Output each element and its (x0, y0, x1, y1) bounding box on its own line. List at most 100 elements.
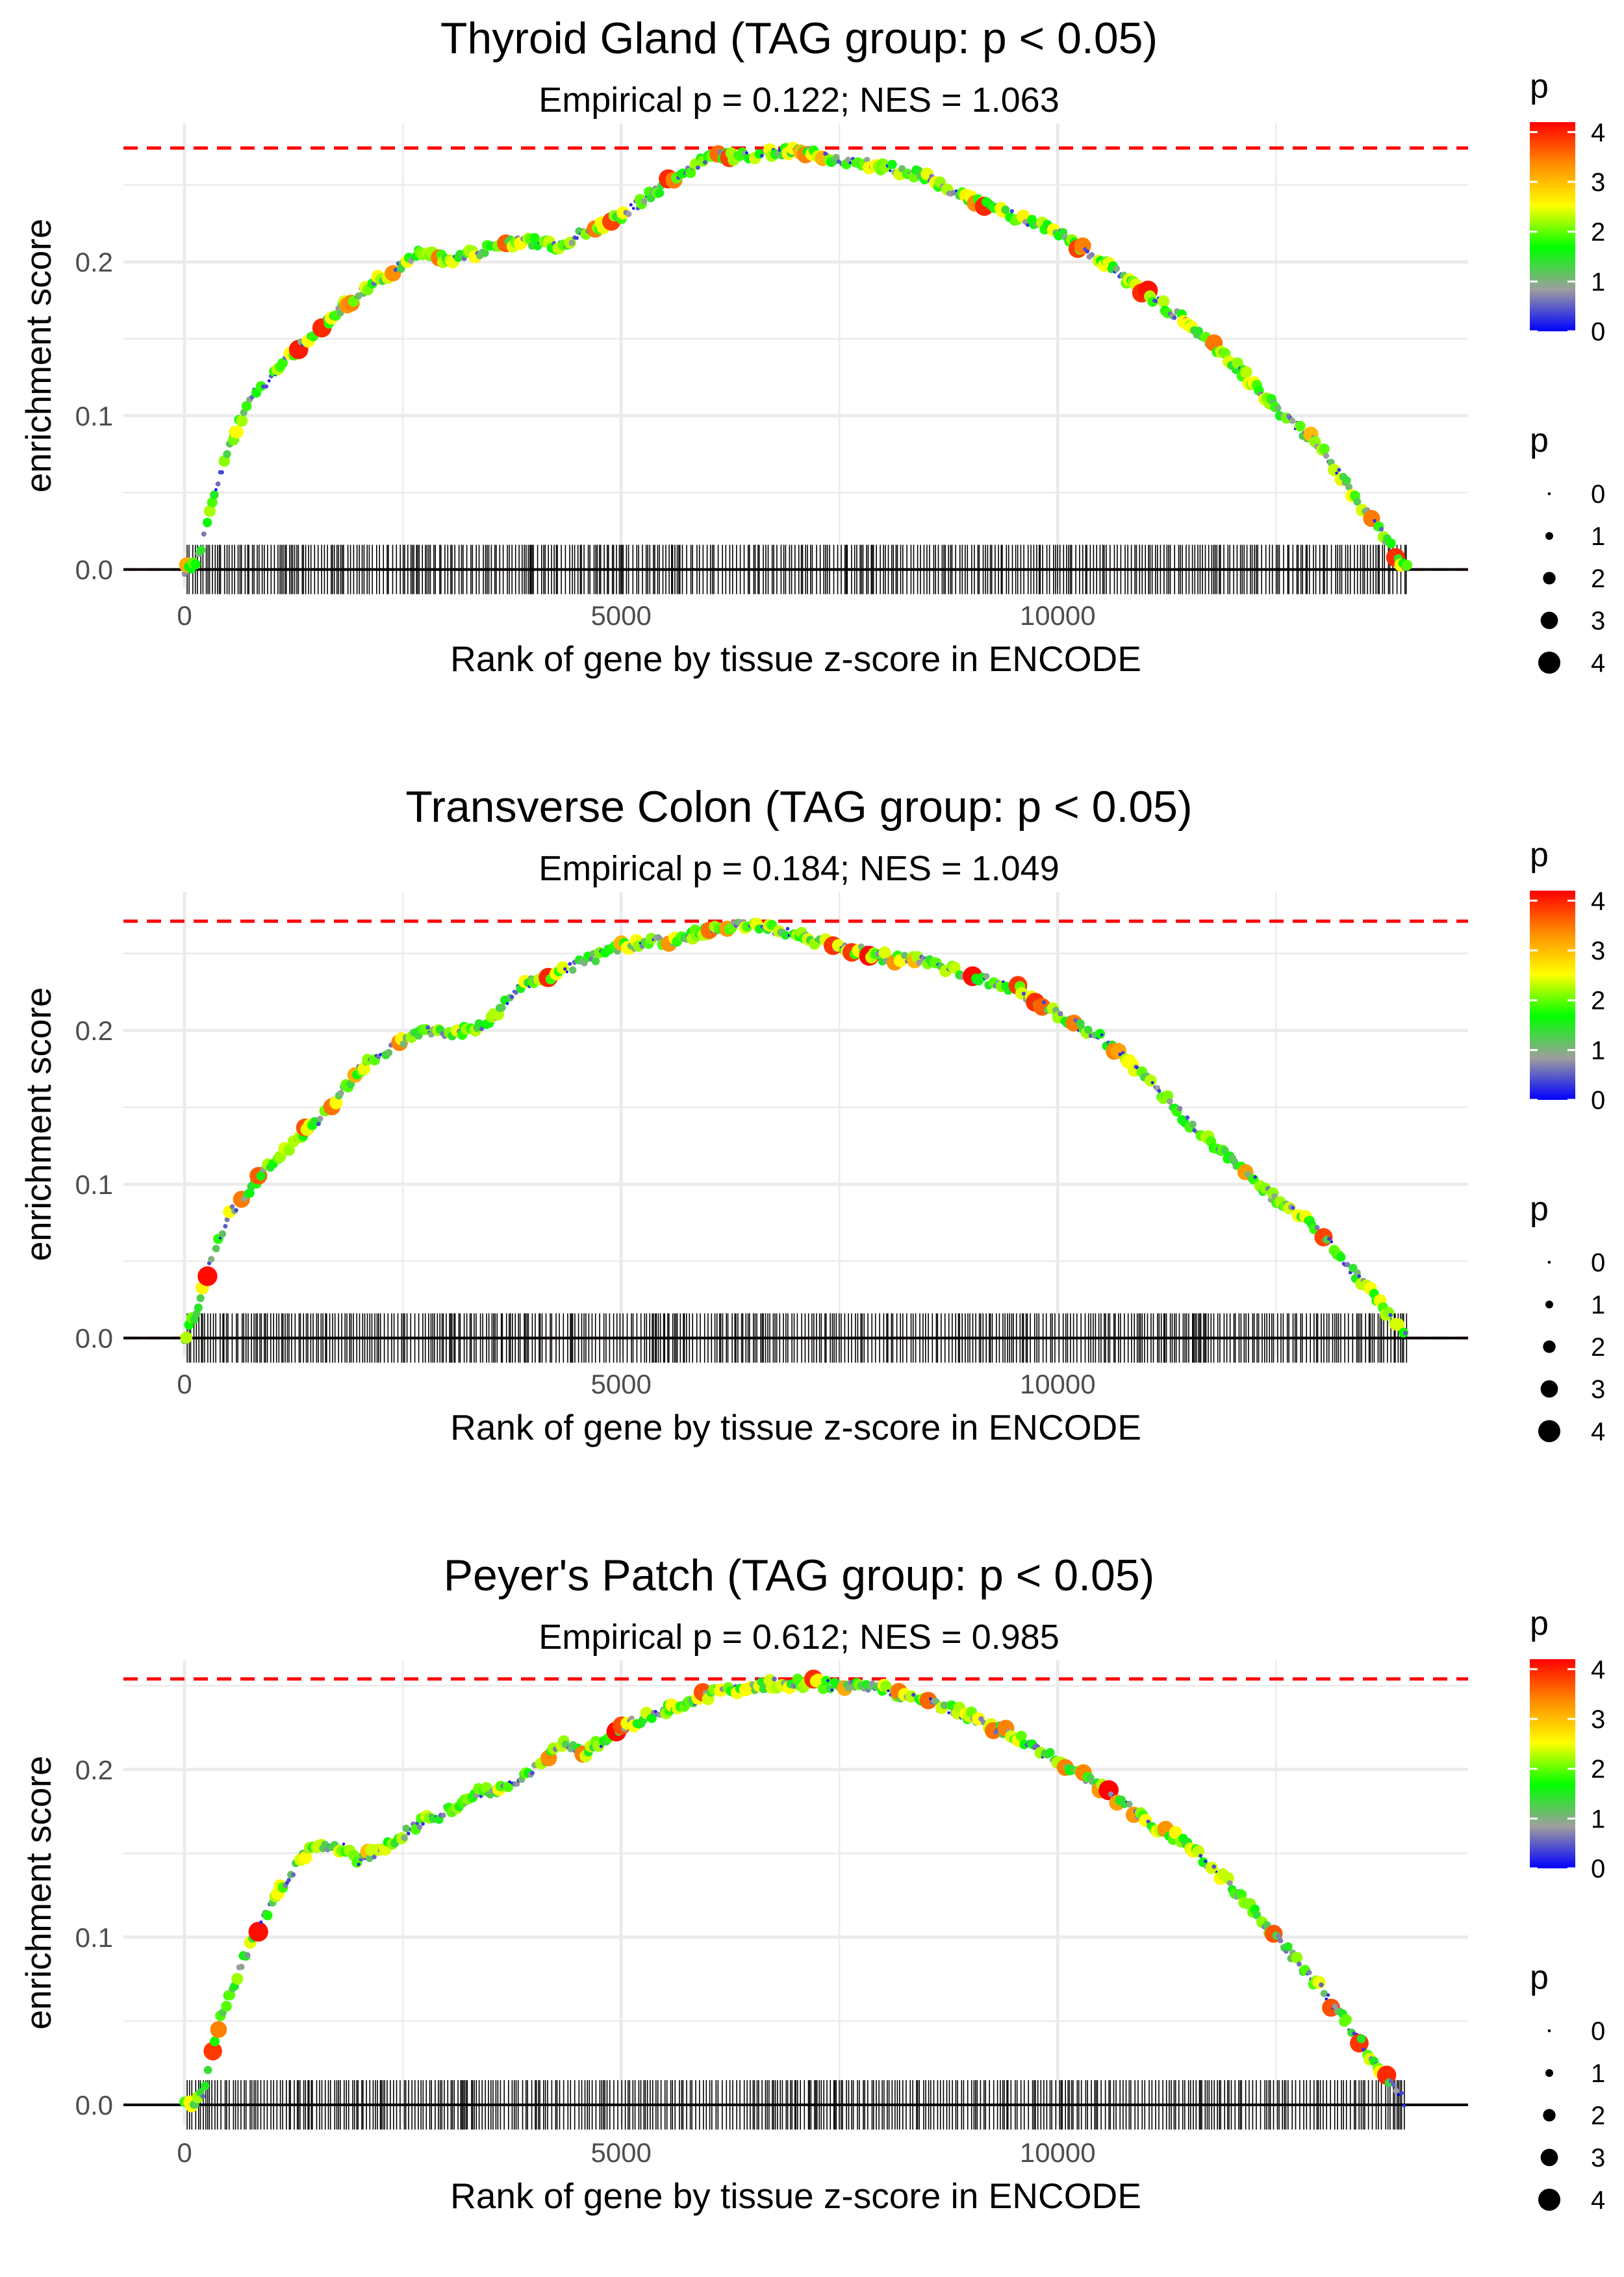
enrichment-point (200, 2094, 206, 2099)
enrichment-point (203, 2066, 212, 2074)
enrichment-point (1378, 526, 1384, 532)
size-legend-label: 4 (1591, 649, 1605, 678)
enrichment-point (832, 153, 840, 161)
size-legend-label: 4 (1591, 1418, 1605, 1446)
size-legend-label: 0 (1591, 480, 1605, 509)
color-legend-label: 4 (1591, 1655, 1605, 1684)
enrichment-point (248, 1922, 268, 1942)
enrichment-points (179, 1670, 1406, 2113)
enrichment-point (911, 1692, 916, 1697)
enrichment-point (1323, 452, 1330, 459)
size-legend-title: p (1530, 1959, 1549, 1996)
enrichment-point (1393, 2087, 1399, 2094)
enrichment-point (317, 1115, 324, 1122)
enrichment-point (950, 190, 957, 196)
y-tick-label: 0.0 (75, 2090, 113, 2120)
enrichment-point (1274, 404, 1282, 412)
enrichment-point (1185, 1115, 1190, 1120)
enrichment-point (180, 1331, 193, 1344)
enrichment-point (1221, 1146, 1229, 1155)
size-legend-key (1540, 2148, 1558, 2167)
enrichment-point (191, 559, 201, 570)
enrichment-point (1319, 1982, 1324, 1988)
enrichment-point (400, 1040, 407, 1048)
enrichment-point (220, 470, 224, 475)
enrichment-point (202, 518, 212, 528)
enrichment-point (1357, 1274, 1362, 1278)
enrichment-point (234, 1208, 238, 1213)
enrichment-point (201, 531, 207, 537)
x-tick-label: 5000 (590, 600, 651, 631)
enrichment-point (983, 973, 990, 980)
enrichment-point (509, 995, 514, 999)
enrichment-point (1291, 1952, 1303, 1964)
color-legend-label: 1 (1591, 1805, 1605, 1833)
x-axis-title: Rank of gene by tissue z-score in ENCODE (450, 1407, 1141, 1447)
enrichment-point (244, 1952, 251, 1958)
size-legend-key (1547, 2029, 1551, 2033)
color-legend-label: 0 (1591, 1086, 1605, 1115)
enrichment-point (1045, 1748, 1055, 1757)
y-axis-title: enrichment score (18, 219, 58, 493)
enrichment-point (1118, 1052, 1122, 1056)
color-legend-label: 2 (1591, 218, 1605, 247)
enrichment-point (197, 1266, 218, 1286)
enrichment-point (256, 1171, 266, 1181)
color-legend-title: p (1530, 68, 1549, 105)
enrichment-point (1352, 2031, 1356, 2036)
enrichment-point (817, 1683, 829, 1694)
enrichment-point (655, 188, 665, 197)
color-legend-label: 1 (1591, 1036, 1605, 1065)
enrichment-point (1253, 1175, 1257, 1179)
enrichment-point (321, 1840, 329, 1849)
enrichment-point (844, 157, 852, 163)
enrichment-point (366, 1854, 374, 1863)
enrichment-point (1089, 252, 1095, 258)
enrichment-point (887, 1689, 890, 1692)
enrichment-point (830, 1688, 833, 1692)
enrichment-point (1150, 1081, 1154, 1084)
color-legend-bar (1530, 122, 1575, 331)
enrichment-point (889, 169, 892, 172)
enrichment-point (238, 1963, 245, 1970)
enrichment-point (1058, 1011, 1063, 1017)
enrichment-point (505, 1002, 509, 1006)
enrichment-point (929, 1697, 932, 1700)
enrichment-point (1402, 2104, 1406, 2107)
enrichment-point (947, 1711, 950, 1714)
enrichment-point (474, 1019, 484, 1028)
enrichment-point (1388, 1313, 1393, 1317)
enrichment-point (880, 1681, 892, 1692)
size-legend-key (1543, 572, 1556, 585)
enrichment-point (194, 1303, 203, 1312)
size-legend-key (1540, 1380, 1558, 1398)
enrichment-point (223, 1224, 228, 1228)
color-legend-label: 2 (1591, 987, 1605, 1015)
size-legend-label: 0 (1591, 1249, 1605, 1277)
enrichment-point (1391, 1318, 1405, 1331)
enrichment-point (1126, 1800, 1133, 1808)
enrichment-point (1232, 357, 1243, 369)
enrichment-point (530, 1770, 535, 1775)
size-legend-label: 2 (1591, 565, 1605, 593)
enrichment-point (1015, 1731, 1027, 1742)
enrichment-point (286, 1877, 291, 1883)
enrichment-point (1065, 1014, 1083, 1032)
enrichment-point (757, 1677, 766, 1686)
enrichment-point (599, 1744, 603, 1748)
enrichment-point (290, 1872, 296, 1877)
enrichment-point (1166, 1098, 1173, 1105)
chart-title: Peyer's Patch (TAG group: p < 0.05) (444, 1551, 1155, 1600)
y-tick-label: 0.1 (75, 1169, 113, 1200)
color-legend-label: 4 (1591, 118, 1605, 147)
size-legend-title: p (1530, 1190, 1549, 1228)
enrichment-point (629, 203, 633, 207)
enrichment-point (1009, 209, 1015, 214)
enrichment-point (823, 151, 828, 156)
enrichment-point (1192, 1845, 1205, 1858)
color-legend-title: p (1530, 836, 1549, 874)
enrichment-point (1391, 2082, 1397, 2087)
enrichment-point (1382, 1306, 1395, 1319)
enrichment-point (1388, 2078, 1393, 2084)
size-legend-key (1538, 1419, 1561, 1443)
